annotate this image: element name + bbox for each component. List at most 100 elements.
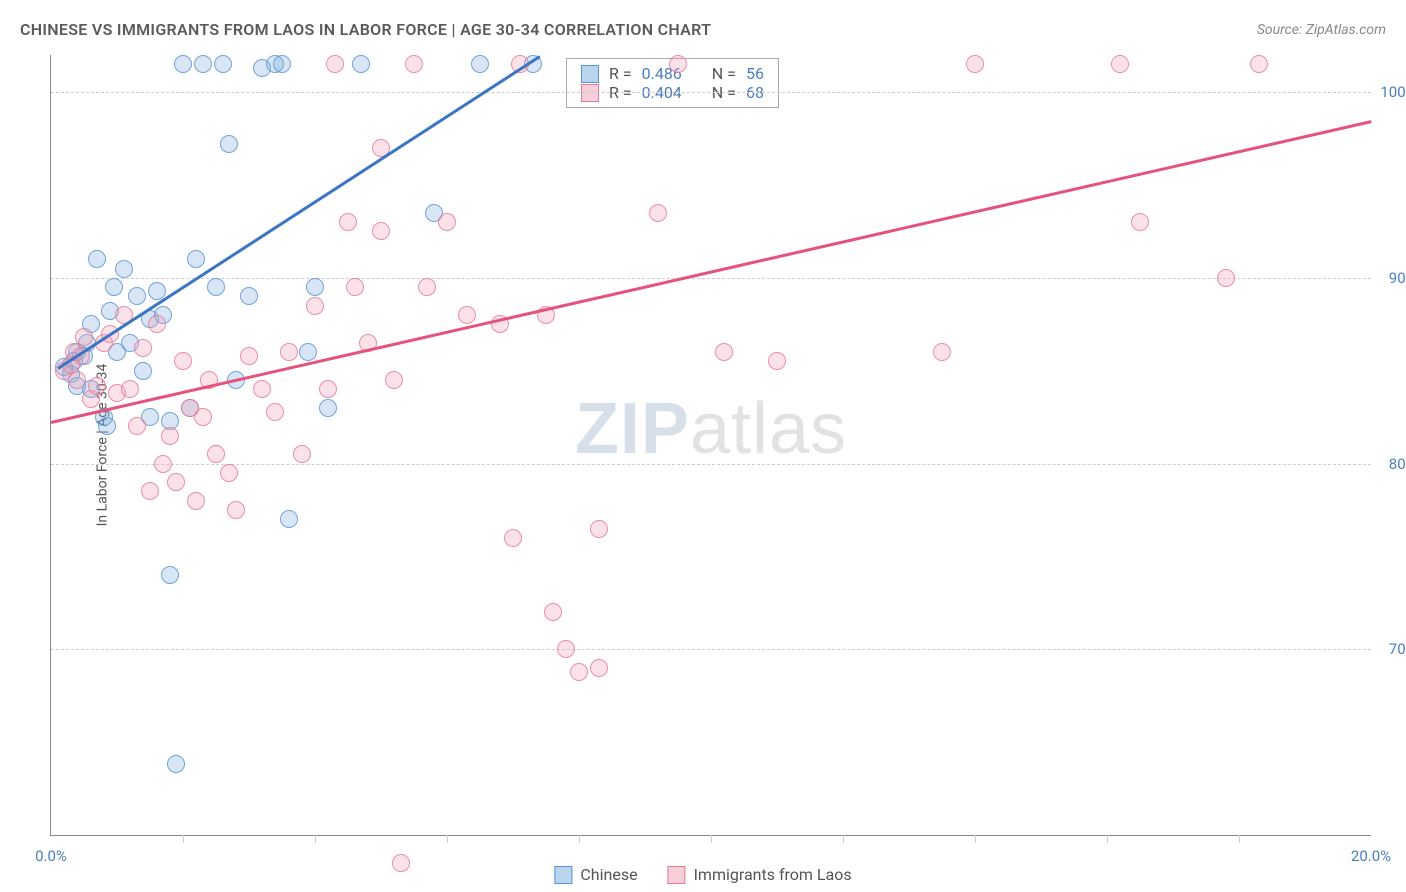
scatter-marker-pink [121,380,139,398]
scatter-marker-pink [392,854,410,872]
legend-label: Chinese [580,865,637,884]
scatter-marker-pink [1217,269,1235,287]
scatter-marker-blue [306,278,324,296]
stats-r-label: R = [609,64,632,83]
legend-item: Chinese [554,865,637,884]
scatter-marker-blue [194,55,212,73]
scatter-marker-blue [220,135,238,153]
scatter-marker-pink [1131,213,1149,231]
scatter-marker-pink [590,659,608,677]
scatter-marker-pink [128,417,146,435]
scatter-marker-pink [339,213,357,231]
scatter-marker-pink [220,464,238,482]
scatter-marker-blue [207,278,225,296]
scatter-marker-blue [134,362,152,380]
scatter-marker-pink [649,204,667,222]
plot-area: In Labor Force | Age 30-34 ZIPatlas R =0… [50,55,1371,836]
stats-n-label: N = [712,64,736,83]
gridline-horizontal [51,92,1371,93]
x-minor-tick [975,835,976,843]
scatter-marker-pink [715,343,733,361]
scatter-marker-pink [966,55,984,73]
scatter-marker-pink [306,297,324,315]
scatter-marker-blue [174,55,192,73]
scatter-marker-blue [161,566,179,584]
scatter-marker-pink [557,640,575,658]
scatter-marker-blue [148,282,166,300]
scatter-marker-blue [352,55,370,73]
scatter-marker-pink [438,213,456,231]
scatter-marker-pink [570,663,588,681]
legend-chip-blue [554,866,572,884]
scatter-marker-pink [319,380,337,398]
chart-title: CHINESE VS IMMIGRANTS FROM LAOS IN LABOR… [20,20,711,39]
scatter-marker-blue [128,287,146,305]
scatter-marker-blue [98,417,116,435]
x-minor-tick [1239,835,1240,843]
x-minor-tick [1107,835,1108,843]
y-tick-label: 90.0% [1379,269,1406,287]
watermark-rest: atlas [690,389,847,469]
gridline-horizontal [51,278,1371,279]
scatter-marker-blue [273,55,291,73]
scatter-marker-pink [504,529,522,547]
scatter-marker-pink [418,278,436,296]
scatter-marker-pink [134,339,152,357]
legend-item: Immigrants from Laos [668,865,852,884]
scatter-marker-blue [299,343,317,361]
scatter-marker-pink [174,352,192,370]
scatter-marker-pink [266,403,284,421]
scatter-marker-pink [458,306,476,324]
bottom-legend: Chinese Immigrants from Laos [554,865,851,884]
scatter-marker-pink [544,603,562,621]
y-tick-label: 70.0% [1379,640,1406,658]
scatter-marker-blue [88,250,106,268]
scatter-marker-blue [240,287,258,305]
x-tick-label: 20.0% [1351,847,1391,865]
x-minor-tick [447,835,448,843]
scatter-marker-pink [161,427,179,445]
scatter-marker-blue [115,260,133,278]
scatter-marker-pink [141,482,159,500]
gridline-horizontal [51,464,1371,465]
scatter-marker-pink [590,520,608,538]
stats-n-value: 56 [746,64,764,83]
scatter-marker-blue [280,510,298,528]
y-tick-label: 100.0% [1379,83,1406,101]
gridline-horizontal [51,649,1371,650]
scatter-marker-pink [148,315,166,333]
scatter-marker-pink [346,278,364,296]
scatter-marker-pink [669,55,687,73]
scatter-marker-blue [319,399,337,417]
scatter-marker-pink [385,371,403,389]
trend-line-pink [51,120,1372,423]
scatter-marker-pink [293,445,311,463]
scatter-marker-pink [75,328,93,346]
scatter-marker-pink [194,408,212,426]
x-minor-tick [843,835,844,843]
scatter-marker-pink [207,445,225,463]
x-minor-tick [183,835,184,843]
scatter-marker-pink [280,343,298,361]
x-minor-tick [579,835,580,843]
scatter-marker-blue [167,755,185,773]
scatter-marker-pink [227,501,245,519]
scatter-marker-pink [154,455,172,473]
scatter-marker-blue [471,55,489,73]
watermark-bold: ZIP [575,389,690,469]
scatter-marker-pink [405,55,423,73]
scatter-marker-pink [88,377,106,395]
scatter-marker-blue [105,278,123,296]
scatter-marker-pink [326,55,344,73]
scatter-marker-pink [1250,55,1268,73]
scatter-marker-pink [167,473,185,491]
scatter-marker-pink [253,380,271,398]
legend-chip-pink [668,866,686,884]
scatter-marker-blue [214,55,232,73]
title-bar: CHINESE VS IMMIGRANTS FROM LAOS IN LABOR… [20,20,1386,39]
legend-label: Immigrants from Laos [694,865,852,884]
x-tick-label: 0.0% [35,847,67,865]
scatter-marker-pink [68,371,86,389]
source-label: Source: ZipAtlas.com [1257,22,1386,38]
scatter-marker-pink [240,347,258,365]
